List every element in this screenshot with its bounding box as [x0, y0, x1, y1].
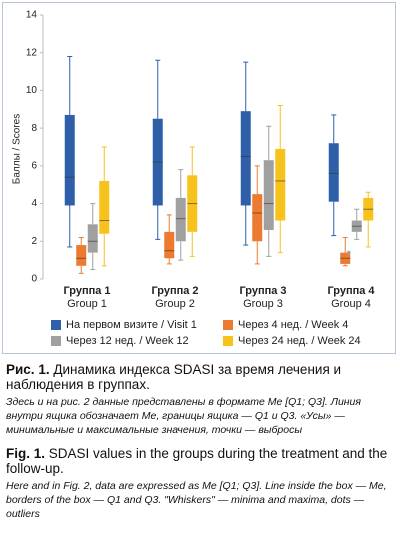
y-tick-label: 0 [31, 274, 37, 285]
caption-ru-label: Рис. 1. [6, 362, 50, 377]
x-tick-label: Группа 4 [327, 285, 375, 297]
legend-label: Через 12 нед. / Week 12 [66, 335, 189, 347]
legend-label: Через 24 нед. / Week 24 [238, 335, 361, 347]
x-tick-label-en: Group 1 [67, 298, 107, 310]
y-tick-label: 4 [31, 198, 37, 209]
box [263, 160, 274, 230]
caption-en-title: Fig. 1. SDASI values in the groups durin… [6, 446, 394, 476]
y-tick-label: 10 [26, 85, 38, 96]
outlier [346, 250, 351, 255]
y-tick-label: 2 [31, 236, 37, 247]
x-tick-label-en: Group 4 [331, 298, 371, 310]
legend-swatch [223, 320, 233, 330]
x-tick-label: Группа 1 [63, 285, 110, 297]
x-tick-label: Группа 2 [151, 285, 198, 297]
box [164, 231, 175, 259]
caption-ru: Рис. 1. Динамика индекса SDASI за время … [6, 362, 394, 437]
legend-swatch [51, 336, 61, 346]
chart-frame: Баллы / Scores 0 2 4 6 8 10 12 14 Группа 1 Group … [2, 2, 396, 354]
x-tick-label-en: Group 2 [155, 298, 195, 310]
caption-en-note: Here and in Fig. 2, data are expressed a… [6, 480, 387, 520]
x-tick-label: Группа 3 [239, 285, 286, 297]
caption-en: Fig. 1. SDASI values in the groups durin… [6, 446, 394, 521]
box [328, 143, 339, 202]
box [64, 114, 75, 206]
y-tick-label: 14 [26, 10, 38, 21]
legend-label: На первом визите / Visit 1 [66, 319, 197, 331]
caption-en-text: SDASI values in the groups during the tr… [6, 446, 388, 476]
y-tick-label: 6 [31, 160, 37, 171]
box [76, 245, 87, 266]
legend-swatch [223, 336, 233, 346]
y-tick-label: 12 [26, 47, 38, 58]
box [175, 197, 186, 242]
caption-ru-title: Рис. 1. Динамика индекса SDASI за время … [6, 362, 394, 392]
legend-label: Через 4 нед. / Week 4 [238, 319, 348, 331]
box [240, 111, 251, 206]
box [99, 180, 110, 234]
legend-swatch [51, 320, 61, 330]
box [275, 148, 286, 221]
caption-en-label: Fig. 1. [6, 446, 46, 461]
y-axis-label: Баллы / Scores [12, 114, 23, 184]
box [252, 194, 263, 242]
caption-ru-note: Здесь и на рис. 2 данные представлены в … [6, 396, 362, 436]
caption-ru-text: Динамика индекса SDASI за время лечения … [6, 362, 342, 392]
box [87, 224, 98, 253]
x-tick-label-en: Group 3 [243, 298, 283, 310]
y-tick-label: 8 [31, 123, 37, 134]
